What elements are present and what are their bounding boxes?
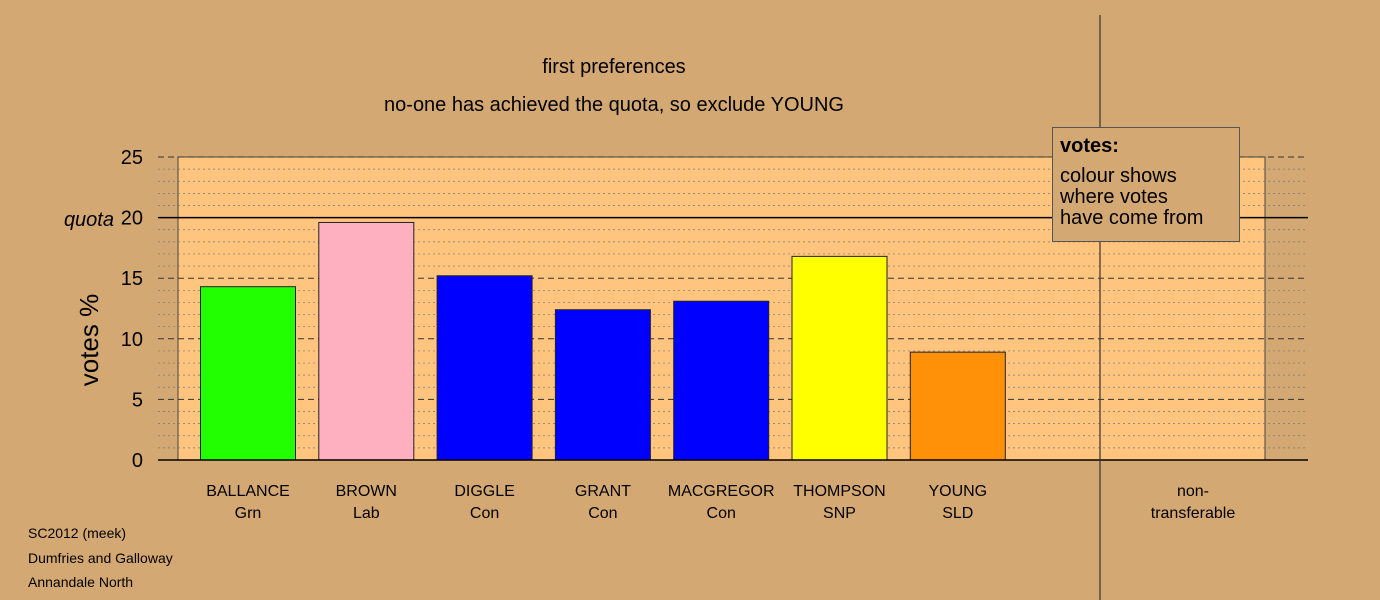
- legend-line: have come from: [1060, 207, 1204, 229]
- nontransferable-label-line2: transferable: [1151, 505, 1236, 522]
- bars: [200, 221, 1006, 461]
- footer-council: Dumfries and Galloway: [28, 550, 173, 566]
- candidate-name-label: MACGREGOR: [668, 483, 775, 500]
- candidate-party-label: SLD: [942, 505, 973, 522]
- category-labels: BALLANCE Grn BROWN Lab DIGGLE Con GRANT Con MACG…: [206, 483, 987, 522]
- chart-title: first preferences: [542, 56, 685, 78]
- candidate-name-label: THOMPSON: [793, 483, 885, 500]
- nontransferable-label-line1: non-: [1177, 483, 1209, 500]
- bar-diggle: [436, 275, 533, 461]
- y-ticks: 0 5 10 15 20 25: [121, 147, 143, 472]
- candidate-party-label: Grn: [235, 505, 262, 522]
- candidate-name-label: BROWN: [336, 483, 397, 500]
- y-tick-label: 15: [121, 268, 143, 290]
- y-tick-label: 25: [121, 147, 143, 169]
- bar-macgregor: [673, 300, 770, 461]
- bar-young: [909, 351, 1006, 461]
- legend-line: where votes: [1060, 186, 1168, 208]
- axes: [158, 15, 1308, 600]
- legend-title: votes:: [1060, 135, 1119, 157]
- candidate-name-label: GRANT: [575, 483, 631, 500]
- candidate-party-label: Con: [588, 505, 617, 522]
- y-tick-label: 10: [121, 329, 143, 351]
- candidate-name-label: YOUNG: [928, 483, 987, 500]
- footer-election: SC2012 (meek): [28, 525, 126, 541]
- bar-ballance: [200, 286, 296, 461]
- quota-label: quota: [64, 209, 114, 231]
- footer-ward: Annandale North: [28, 574, 133, 590]
- candidate-party-label: Con: [470, 505, 499, 522]
- candidate-name-label: DIGGLE: [454, 483, 514, 500]
- chart-subtitle: no-one has achieved the quota, so exclud…: [384, 94, 844, 116]
- candidate-party-label: SNP: [823, 505, 856, 522]
- y-tick-label: 5: [132, 389, 143, 411]
- y-axis-label: votes %: [74, 294, 104, 387]
- legend-box: votes: colour shows where votes have com…: [1052, 127, 1240, 242]
- bar-thompson: [791, 255, 888, 461]
- bar-grant: [554, 309, 651, 461]
- y-tick-label: 20: [121, 208, 143, 230]
- candidate-party-label: Lab: [353, 505, 380, 522]
- candidate-party-label: Con: [707, 505, 736, 522]
- legend-line: colour shows: [1060, 165, 1177, 187]
- candidate-name-label: BALLANCE: [206, 483, 290, 500]
- bar-brown: [318, 221, 415, 461]
- y-tick-label: 0: [132, 450, 143, 472]
